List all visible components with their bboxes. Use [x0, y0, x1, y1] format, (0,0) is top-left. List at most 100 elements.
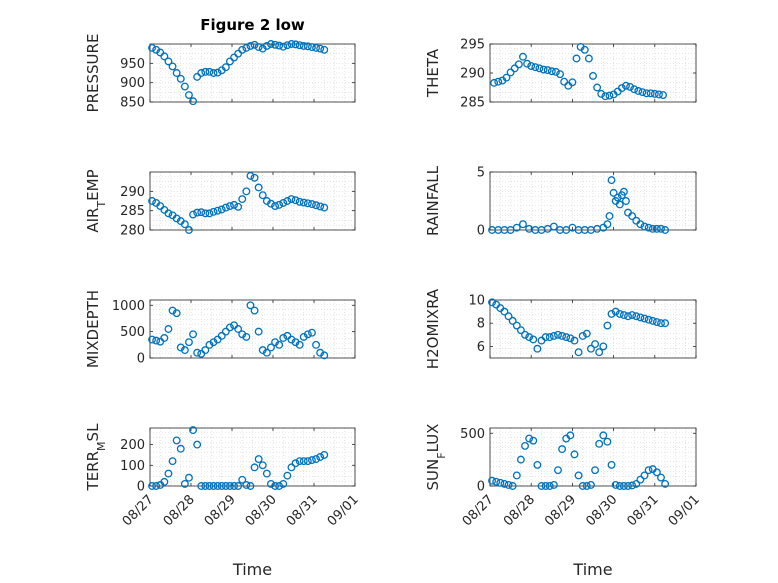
data-point	[609, 188, 618, 197]
data-point	[525, 333, 534, 342]
y-tick-label: 900	[120, 76, 145, 91]
data-point	[303, 457, 312, 466]
data-point	[648, 224, 657, 233]
data-point	[148, 335, 156, 344]
data-point	[636, 220, 645, 229]
data-point	[500, 307, 509, 316]
data-point	[303, 42, 312, 51]
data-point	[267, 199, 275, 208]
data-point	[308, 200, 316, 209]
data-point	[267, 343, 275, 352]
data-point	[601, 92, 610, 101]
y-tick-label: 0	[137, 352, 145, 367]
data-point	[636, 313, 645, 322]
subplot-5: 0 500 1000 MIXDEPTH	[84, 290, 356, 368]
subplot-3: 280 285 290 AIRTEMP	[84, 169, 356, 239]
data-point	[525, 434, 534, 443]
data-point	[275, 200, 284, 209]
data-point	[545, 482, 554, 490]
data-point	[258, 461, 267, 470]
data-point	[613, 193, 622, 202]
data-point	[209, 482, 218, 490]
data-point	[644, 466, 653, 475]
data-point	[626, 82, 635, 91]
data-point	[242, 43, 251, 52]
data-point	[201, 209, 210, 218]
data-point	[308, 43, 316, 52]
y-axis-label: THETA	[424, 48, 442, 98]
data-point	[512, 321, 521, 330]
data-point	[632, 312, 641, 321]
data-point	[642, 89, 651, 98]
x-tick-label: 08/31	[284, 492, 321, 529]
data-point	[172, 309, 181, 318]
data-point	[521, 330, 529, 339]
data-point	[250, 463, 259, 472]
data-point	[578, 482, 587, 490]
data-point	[250, 40, 259, 49]
data-point	[611, 480, 620, 489]
data-point	[271, 40, 279, 49]
data-point	[262, 348, 271, 357]
data-point	[586, 344, 595, 353]
data-point	[160, 52, 169, 61]
data-point	[320, 45, 329, 54]
data-point	[205, 67, 214, 76]
data-point	[283, 471, 292, 480]
data-point	[213, 482, 222, 490]
data-point	[148, 197, 156, 205]
data-point	[164, 57, 173, 66]
data-point	[209, 69, 218, 77]
data-point	[238, 475, 247, 484]
data-point	[512, 223, 521, 232]
data-point	[572, 54, 581, 63]
data-point	[568, 78, 577, 87]
data-point	[622, 197, 630, 205]
data-point	[549, 480, 558, 489]
data-point	[529, 436, 538, 445]
data-point	[607, 460, 616, 469]
data-point	[184, 226, 193, 234]
data-point	[615, 200, 624, 209]
data-point	[238, 45, 247, 54]
data-point	[201, 482, 210, 490]
data-point	[591, 466, 600, 475]
data-point	[652, 468, 661, 477]
x-tick-label: 08/29	[542, 492, 579, 529]
data-point	[605, 91, 614, 100]
data-point	[221, 203, 230, 212]
data-point	[303, 330, 312, 339]
data-point	[599, 342, 608, 351]
data-point	[644, 223, 653, 232]
data-point	[197, 482, 206, 490]
data-point	[172, 69, 181, 77]
data-point	[580, 45, 589, 54]
data-point	[205, 209, 214, 218]
x-tick-label: 08/27	[120, 492, 157, 529]
data-point	[654, 90, 663, 99]
data-point	[197, 208, 206, 217]
data-point	[271, 482, 279, 490]
subplot-2: 285 290 295 THETA	[424, 38, 697, 111]
data-point	[312, 43, 320, 52]
data-point	[287, 195, 296, 204]
data-point	[652, 318, 661, 326]
subplot-4: 0 5 RAINFALL	[424, 165, 697, 239]
data-point	[611, 307, 620, 316]
y-tick-label: 100	[120, 459, 145, 474]
data-point	[312, 201, 320, 210]
axes-box	[489, 427, 697, 487]
data-point	[549, 332, 558, 340]
data-point	[589, 71, 597, 80]
data-point	[628, 212, 637, 221]
data-point	[519, 52, 527, 61]
data-point	[197, 69, 206, 77]
data-point	[570, 450, 579, 459]
data-point	[603, 437, 612, 446]
data-point	[508, 316, 517, 325]
data-point	[628, 481, 637, 490]
data-point	[545, 333, 554, 342]
data-point	[516, 455, 525, 464]
data-point	[554, 330, 562, 339]
data-point	[652, 224, 661, 233]
